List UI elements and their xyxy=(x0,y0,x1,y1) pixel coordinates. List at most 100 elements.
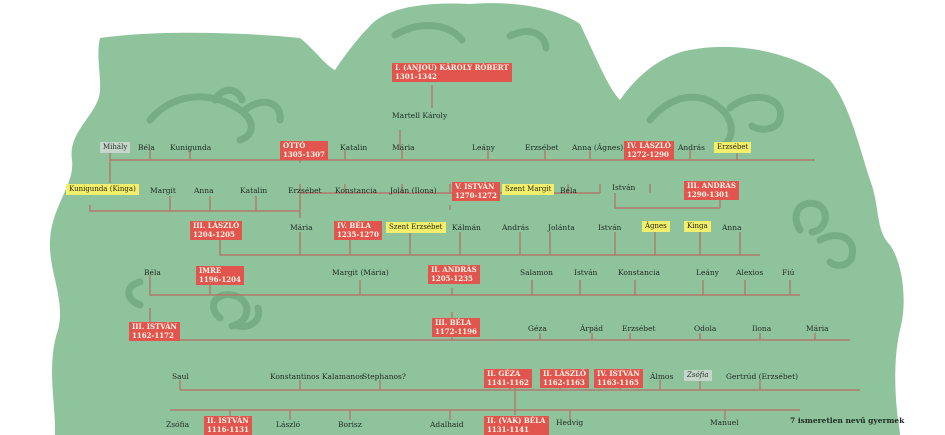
person-almos-6[interactable]: Álmos xyxy=(650,372,674,381)
person-geza-5[interactable]: Géza xyxy=(528,324,547,333)
person-stephanos[interactable]: Stephanos? xyxy=(362,372,406,381)
person-maria-3[interactable]: Mária xyxy=(290,223,313,232)
person-leany-top[interactable]: Leány xyxy=(472,143,495,152)
person-maria-5[interactable]: Mária xyxy=(806,324,829,333)
person-zsofia-6[interactable]: Zsófia xyxy=(684,370,712,381)
person-kinga-3[interactable]: Kinga xyxy=(684,221,711,232)
person-mihaly[interactable]: Mihály xyxy=(100,142,131,153)
person-name: II. (VAK) BÉLA xyxy=(487,416,546,425)
person-istvan-4[interactable]: István xyxy=(574,268,598,277)
reign-dates: 1205-1235 xyxy=(431,273,473,283)
person-margit-2[interactable]: Margit xyxy=(150,186,176,195)
person-salamon-4[interactable]: Salamon xyxy=(520,268,553,277)
person-imre[interactable]: IMRE 1196-1204 xyxy=(196,266,244,285)
reign-dates: 1172-1196 xyxy=(435,326,477,336)
reign-dates: 1162-1163 xyxy=(543,377,585,387)
person-agnes-3[interactable]: Ágnes xyxy=(642,221,670,232)
person-erzsebet-2[interactable]: Erzsébet xyxy=(288,186,322,195)
person-arpad-5[interactable]: Árpád xyxy=(580,324,604,333)
person-name: III. BÉLA xyxy=(435,318,472,327)
person-konstancia-2[interactable]: Konstancia xyxy=(335,186,377,195)
person-name: III. ANDRÁS xyxy=(687,181,736,190)
reign-dates: 1196-1204 xyxy=(199,274,241,284)
person-name: III. ISTVÁN xyxy=(132,322,177,331)
person-andras-ii[interactable]: II. ANDRÁS 1205-1235 xyxy=(428,265,480,284)
person-erzsebet-saint-top[interactable]: Erzsébet xyxy=(714,142,752,153)
reign-dates: 1116-1131 xyxy=(207,424,249,434)
person-kunigunda-kinga[interactable]: Kunigunda (Kinga) xyxy=(66,184,139,195)
person-odola-5[interactable]: Odola xyxy=(694,324,717,333)
person-name: II. GÉZA xyxy=(487,369,521,378)
person-bela-2[interactable]: Béla xyxy=(560,186,577,195)
person-bela-ii[interactable]: II. (VAK) BÉLA 1131-1141 xyxy=(484,416,549,435)
person-katalin-2[interactable]: Katalin xyxy=(240,186,268,195)
person-name: IMRE xyxy=(199,266,222,275)
person-alexios-4[interactable]: Alexios xyxy=(736,268,764,277)
person-gertrud[interactable]: Gertrúd (Erzsébet) xyxy=(726,372,799,381)
person-laszlo-7[interactable]: László xyxy=(276,420,301,429)
person-ilona-5[interactable]: Ilona xyxy=(752,324,772,333)
person-saul-6[interactable]: Saul xyxy=(172,372,189,381)
person-istvan-ii[interactable]: II. ISTVÁN 1116-1131 xyxy=(204,416,252,435)
person-laszlo-iv[interactable]: IV. LÁSZLÓ 1272-1290 xyxy=(624,141,674,160)
person-szent-margit[interactable]: Szent Margit xyxy=(502,184,555,195)
person-name: I. (ANJOU) KÁROLY RÓBERT xyxy=(395,63,509,72)
person-manuel-7[interactable]: Manuel xyxy=(710,418,739,427)
person-maria-top[interactable]: Mária xyxy=(392,143,415,152)
reign-dates: 1204-1205 xyxy=(193,229,235,239)
tree-canopy xyxy=(49,3,904,435)
person-geza-ii[interactable]: II. GÉZA 1141-1162 xyxy=(484,369,532,388)
person-katalin-top[interactable]: Katalin xyxy=(340,143,368,152)
reign-dates: 1270-1272 xyxy=(455,190,497,200)
person-istvan-iii[interactable]: III. ISTVÁN 1162-1172 xyxy=(129,322,180,341)
person-istvan-v[interactable]: V. ISTVÁN 1270-1272 xyxy=(452,182,500,201)
person-szent-erzsebet[interactable]: Szent Erzsébet xyxy=(386,222,446,233)
person-andras-3[interactable]: András xyxy=(502,223,529,232)
person-jolan-ilona[interactable]: Jolán (Ilona) xyxy=(390,186,437,195)
person-anna-2[interactable]: Anna xyxy=(194,186,214,195)
person-otto[interactable]: OTTÓ 1305-1307 xyxy=(280,141,328,160)
person-andras-iii[interactable]: III. ANDRÁS 1290-1301 xyxy=(684,181,739,200)
person-margit-maria[interactable]: Margit (Mária) xyxy=(332,268,389,277)
reign-dates: 1305-1307 xyxy=(283,149,325,159)
person-istvan-3[interactable]: István xyxy=(598,223,622,232)
reign-dates: 1141-1162 xyxy=(487,377,529,387)
person-name: IV. BÉLA xyxy=(337,221,371,230)
person-erzsebet-5[interactable]: Erzsébet xyxy=(622,324,656,333)
person-laszlo-iii[interactable]: III. LÁSZLÓ 1204-1205 xyxy=(190,221,243,240)
person-anna-3[interactable]: Anna xyxy=(722,223,742,232)
reign-dates: 1235-1270 xyxy=(337,229,379,239)
person-fiu-4[interactable]: Fiú xyxy=(782,268,795,277)
person-zsofia-7[interactable]: Zsófia xyxy=(166,420,190,429)
person-leany-4[interactable]: Leány xyxy=(696,268,719,277)
person-borisz-7[interactable]: Borisz xyxy=(338,420,362,429)
person-bela-iii[interactable]: III. BÉLA 1172-1196 xyxy=(432,318,480,337)
person-istvan-iv[interactable]: IV. ISTVÁN 1163-1165 xyxy=(594,369,643,388)
person-andras-top[interactable]: András xyxy=(678,143,705,152)
person-erzsebet-top[interactable]: Erzsébet xyxy=(525,143,559,152)
person-jolanta-3[interactable]: Jolánta xyxy=(548,223,575,232)
person-bela-4[interactable]: Béla xyxy=(144,268,161,277)
person-anna-agnes[interactable]: Anna (Ágnes) xyxy=(572,143,624,152)
person-kalman-3[interactable]: Kálmán xyxy=(452,223,481,232)
reign-dates: 1163-1165 xyxy=(597,377,639,387)
person-konstantinos[interactable]: Konstantinos Kalamanos xyxy=(270,372,364,381)
person-name: II. ANDRÁS xyxy=(431,265,477,274)
reign-dates: 1131-1141 xyxy=(487,424,529,434)
unknown-children-note: 7 ismeretlen nevű gyermek xyxy=(790,416,905,425)
person-name: V. ISTVÁN xyxy=(455,182,495,191)
person-martell-karoly[interactable]: Martell Károly xyxy=(392,111,448,120)
person-karoly-robert[interactable]: I. (ANJOU) KÁROLY RÓBERT 1301-1342 xyxy=(392,63,512,82)
person-istvan-2[interactable]: István xyxy=(612,183,636,192)
person-bela-iv[interactable]: IV. BÉLA 1235-1270 xyxy=(334,221,382,240)
person-kunigunda-top[interactable]: Kunigunda xyxy=(170,143,212,152)
reign-dates: 1162-1172 xyxy=(132,330,174,340)
person-adalhaid-7[interactable]: Adalhaid xyxy=(430,420,464,429)
person-name: II. ISTVÁN xyxy=(207,416,249,425)
person-hedvig-7[interactable]: Hedvig xyxy=(556,418,584,427)
person-bela-top[interactable]: Béla xyxy=(138,143,155,152)
person-laszlo-ii[interactable]: II. LÁSZLÓ 1162-1163 xyxy=(540,369,589,388)
person-name: II. LÁSZLÓ xyxy=(543,369,586,378)
person-name: IV. ISTVÁN xyxy=(597,369,640,378)
person-konstancia-4[interactable]: Konstancia xyxy=(618,268,660,277)
